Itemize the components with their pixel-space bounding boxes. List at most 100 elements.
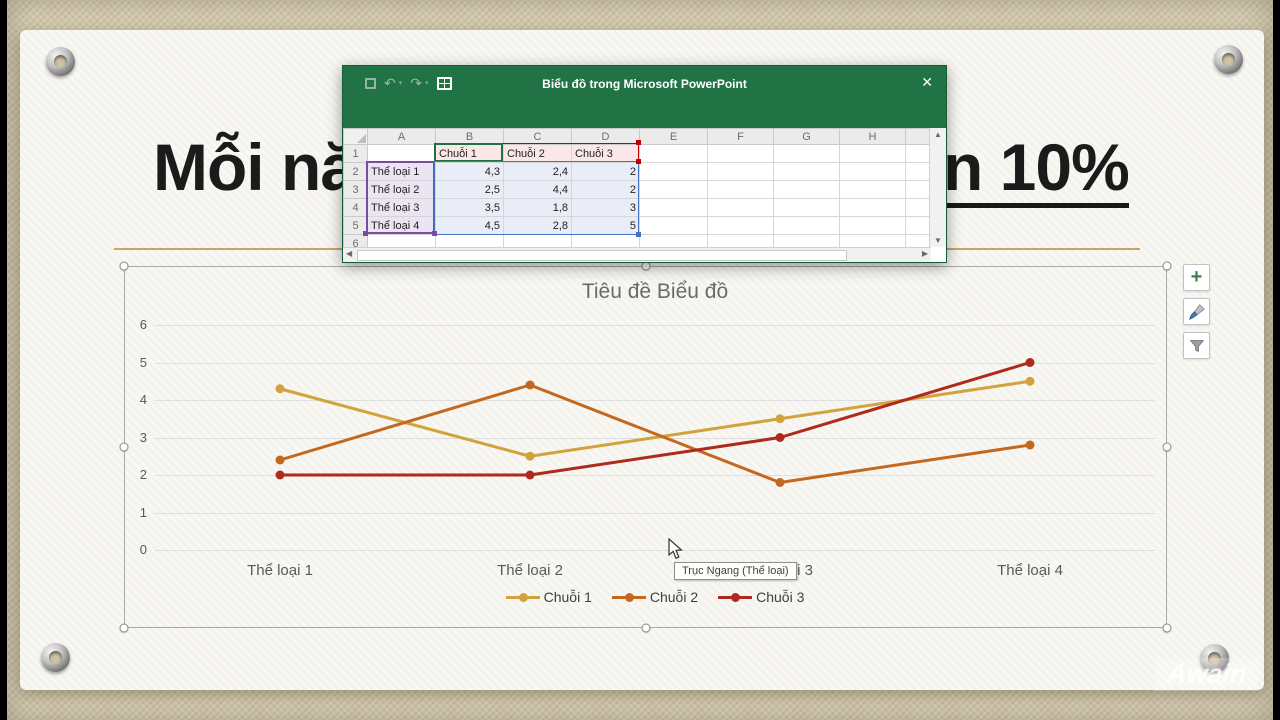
cell[interactable]: [639, 198, 708, 217]
cell[interactable]: 2: [571, 180, 640, 199]
cell[interactable]: Chuỗi 1: [435, 144, 504, 163]
cell[interactable]: [905, 198, 931, 217]
cell[interactable]: 2: [571, 162, 640, 181]
vertical-scrollbar[interactable]: ▲ ▼: [929, 128, 946, 247]
cell[interactable]: [707, 162, 774, 181]
cell[interactable]: Chuỗi 3: [571, 144, 640, 163]
cell[interactable]: [639, 234, 708, 247]
cell[interactable]: 2,4: [503, 162, 572, 181]
cell[interactable]: Chuỗi 2: [503, 144, 572, 163]
cell[interactable]: [707, 198, 774, 217]
resize-handle[interactable]: [119, 442, 129, 452]
legend-item[interactable]: Chuỗi 3: [718, 589, 804, 605]
cell[interactable]: [367, 234, 436, 247]
column-header-C[interactable]: C: [503, 128, 572, 145]
undo-icon[interactable]: ↶: [384, 75, 396, 91]
cell[interactable]: [707, 144, 774, 163]
cell[interactable]: [839, 162, 906, 181]
legend-item[interactable]: Chuỗi 2: [611, 589, 698, 605]
cell[interactable]: 2,5: [435, 180, 504, 199]
cell[interactable]: [571, 234, 640, 247]
cell[interactable]: [905, 144, 931, 163]
resize-handle[interactable]: [119, 623, 129, 633]
cell[interactable]: [773, 198, 840, 217]
row-header-2[interactable]: 2: [343, 162, 368, 181]
chart-elements-button[interactable]: +: [1183, 264, 1210, 291]
scroll-right-icon[interactable]: ▶: [921, 249, 928, 258]
cell[interactable]: Thể loại 1: [367, 162, 436, 181]
resize-handle[interactable]: [1162, 442, 1172, 452]
x-category-label[interactable]: Thể loại 4: [997, 562, 1063, 579]
cell[interactable]: [905, 234, 931, 247]
spreadsheet[interactable]: A B C D E F G H 1 Chuỗi 1 Chuỗi 2 Chuỗi 3 2 Thể loại …: [343, 128, 931, 247]
cell[interactable]: 1,8: [503, 198, 572, 217]
cell[interactable]: [839, 216, 906, 235]
cell[interactable]: [905, 162, 931, 181]
redo-dropdown-icon[interactable]: ▾: [424, 80, 429, 87]
chart-title[interactable]: Tiêu đề Biểu đồ: [581, 280, 729, 303]
cell[interactable]: 4,3: [435, 162, 504, 181]
x-category-label[interactable]: Thể loại 1: [247, 562, 313, 579]
legend-item[interactable]: Chuỗi 1: [505, 589, 592, 605]
cell[interactable]: Thể loại 4: [367, 216, 436, 235]
cell[interactable]: Thể loại 2: [367, 180, 436, 199]
cell[interactable]: 4,5: [435, 216, 504, 235]
undo-dropdown-icon[interactable]: ▾: [398, 80, 403, 87]
x-category-label[interactable]: Thể loại 2: [497, 562, 563, 579]
redo-icon[interactable]: ↷: [410, 75, 422, 91]
cell[interactable]: [773, 234, 840, 247]
cell[interactable]: [773, 216, 840, 235]
column-header-A[interactable]: A: [367, 128, 436, 145]
horizontal-scrollbar[interactable]: ◀ ▶: [343, 247, 931, 262]
edit-in-excel-icon[interactable]: [436, 76, 452, 90]
row-header-5[interactable]: 5: [343, 216, 368, 235]
cell[interactable]: [639, 216, 708, 235]
cell[interactable]: [367, 144, 436, 163]
cell[interactable]: [839, 198, 906, 217]
cell[interactable]: 4,4: [503, 180, 572, 199]
row-header-4[interactable]: 4: [343, 198, 368, 217]
excel-titlebar[interactable]: ↶ ▾ ↷ ▾ Biểu đồ trong Microsoft PowerPoi…: [343, 66, 946, 128]
cell[interactable]: 3,5: [435, 198, 504, 217]
resize-handle[interactable]: [1162, 261, 1172, 271]
cell[interactable]: 3: [571, 198, 640, 217]
cell[interactable]: [773, 180, 840, 199]
row-header-6[interactable]: 6: [343, 234, 368, 247]
chart-legend[interactable]: Chuỗi 1 Chuỗi 2 Chuỗi 3: [155, 589, 1155, 605]
cell[interactable]: Thể loại 3: [367, 198, 436, 217]
column-header-B[interactable]: B: [435, 128, 504, 145]
cell[interactable]: [905, 180, 931, 199]
scroll-left-icon[interactable]: ◀: [346, 249, 353, 258]
cell[interactable]: [905, 216, 931, 235]
cell[interactable]: [639, 144, 708, 163]
column-header-F[interactable]: F: [707, 128, 774, 145]
column-header-E[interactable]: E: [639, 128, 708, 145]
select-all-corner[interactable]: [343, 128, 368, 145]
resize-handle[interactable]: [641, 623, 651, 633]
cell[interactable]: [707, 234, 774, 247]
cell[interactable]: [839, 234, 906, 247]
cell[interactable]: [435, 234, 504, 247]
chart-filters-button[interactable]: [1183, 332, 1210, 359]
cell[interactable]: [639, 162, 708, 181]
column-header-partial[interactable]: [905, 128, 931, 145]
cell[interactable]: [707, 216, 774, 235]
cell[interactable]: 2,8: [503, 216, 572, 235]
save-icon[interactable]: [365, 77, 376, 89]
scroll-down-icon[interactable]: ▼: [934, 236, 942, 245]
row-header-3[interactable]: 3: [343, 180, 368, 199]
excel-data-window[interactable]: ↶ ▾ ↷ ▾ Biểu đồ trong Microsoft PowerPoi…: [342, 65, 947, 263]
cell[interactable]: [839, 180, 906, 199]
scroll-up-icon[interactable]: ▲: [934, 130, 942, 139]
chart-styles-button[interactable]: [1183, 298, 1210, 325]
cell[interactable]: [707, 180, 774, 199]
cell[interactable]: [503, 234, 572, 247]
cell[interactable]: 5: [571, 216, 640, 235]
cell[interactable]: [773, 162, 840, 181]
resize-handle[interactable]: [119, 261, 129, 271]
resize-handle[interactable]: [1162, 623, 1172, 633]
scrollbar-thumb[interactable]: [357, 250, 847, 261]
column-header-H[interactable]: H: [839, 128, 906, 145]
cell[interactable]: [773, 144, 840, 163]
